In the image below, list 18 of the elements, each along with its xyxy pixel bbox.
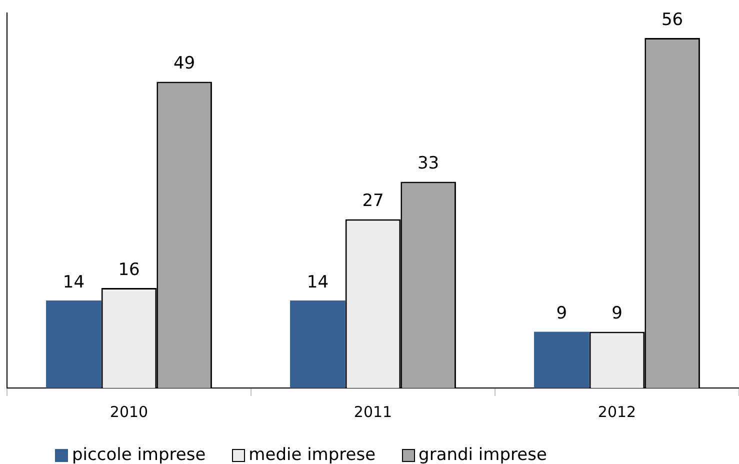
x-tick-label: 2011 xyxy=(354,402,392,421)
data-label: 56 xyxy=(661,10,684,30)
data-label: 27 xyxy=(362,191,384,212)
bar xyxy=(534,332,590,388)
legend-label: grandi imprese xyxy=(418,445,547,464)
data-label: 49 xyxy=(173,54,196,74)
bar xyxy=(46,300,102,388)
bar xyxy=(290,300,346,388)
legend-label: piccole imprese xyxy=(72,445,206,464)
data-label: 14 xyxy=(62,272,85,292)
data-label: 33 xyxy=(417,154,440,174)
x-tick-label: 2012 xyxy=(598,402,636,421)
data-label: 9 xyxy=(556,304,568,324)
legend-label: medie imprese xyxy=(248,445,376,464)
data-label: 9 xyxy=(612,304,622,324)
x-tick-label: 2010 xyxy=(110,402,148,421)
data-label: 14 xyxy=(306,272,329,292)
data-label: 16 xyxy=(118,260,140,280)
